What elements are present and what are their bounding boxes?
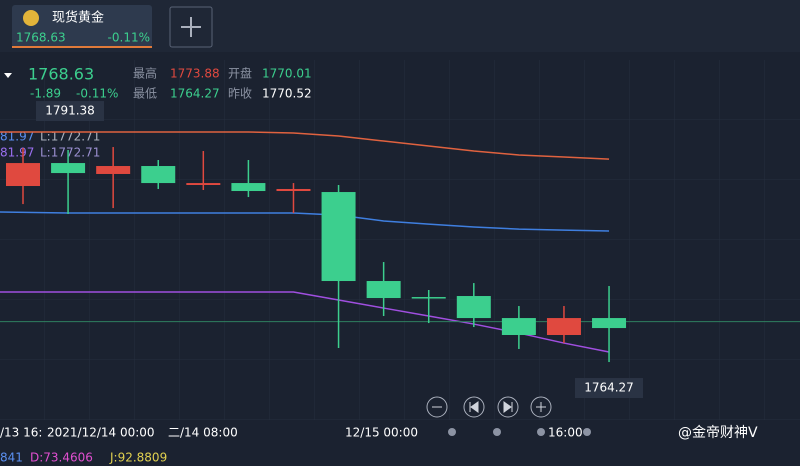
prev-close: 1770.52 (262, 87, 312, 101)
x-tick-label: 二/14 08:00 (168, 426, 238, 440)
candle-body (546, 318, 581, 335)
candle-body (276, 188, 311, 192)
low-marker-box (575, 378, 643, 399)
dot (537, 428, 545, 436)
candle-body (186, 183, 221, 185)
candle-body (321, 192, 356, 282)
dot (583, 428, 591, 436)
boll-value: 81.97 (0, 130, 34, 144)
gold-icon (23, 10, 39, 26)
candle-body (96, 166, 131, 174)
add-tab-button[interactable] (169, 6, 213, 48)
kdj-d: D:73.4606 (30, 451, 93, 465)
boll-value: 81.97 (0, 146, 34, 160)
candle-body (411, 297, 446, 299)
candle-body (141, 166, 176, 184)
band-line (0, 211, 610, 232)
candle-body (231, 183, 266, 192)
x-tick-label: 2021/12/14 00:00 (47, 426, 155, 440)
open-label: 开盘 (228, 66, 252, 81)
candle-body (51, 163, 86, 174)
add-box[interactable] (169, 6, 213, 48)
x-tick-label: 12/15 00:00 (345, 426, 418, 440)
band-line (0, 131, 610, 160)
last-icon (503, 401, 513, 413)
candle-body (592, 318, 627, 329)
zoom-out-button[interactable] (426, 396, 448, 418)
low: 1764.27 (170, 87, 220, 101)
low-marker: 1764.27 (584, 381, 634, 395)
change-pct: -0.11% (76, 87, 118, 101)
boll-l: L:1772.71 (40, 146, 100, 160)
first-button[interactable] (463, 396, 485, 418)
boll-l: L:1772.71 (40, 130, 100, 144)
tab-name: 现货黄金 (52, 10, 104, 26)
zoom-in-button[interactable] (530, 396, 552, 418)
candle-body (6, 163, 40, 187)
high: 1773.88 (170, 67, 220, 81)
change: -1.89 (30, 87, 61, 101)
plot: 1791.38 1764.27 (0, 101, 800, 399)
tab-box[interactable] (12, 5, 152, 48)
high-label: 最高 (133, 66, 157, 81)
x-tick-label: /13 16: (0, 426, 42, 440)
plus-icon (181, 17, 201, 37)
high-marker: 1791.38 (45, 104, 95, 118)
tab-underline (12, 46, 152, 48)
high-marker-box (36, 101, 104, 122)
tab-change: -0.11% (108, 31, 150, 45)
last-price: 1768.63 (28, 65, 94, 84)
plus-icon (536, 402, 546, 412)
zoom-controls (426, 396, 552, 418)
dot (448, 428, 456, 436)
scroll-dots (448, 428, 591, 436)
watermark: @金帝财神V (678, 425, 758, 441)
dot (493, 428, 501, 436)
tab-price: 1768.63 (16, 31, 66, 45)
candle-body (501, 318, 536, 335)
open: 1770.01 (262, 67, 312, 81)
low-label: 最低 (133, 87, 157, 101)
kdj-k: 841 (0, 451, 23, 465)
candle-body (366, 281, 401, 299)
dropdown-arrow[interactable] (4, 73, 12, 78)
first-icon (469, 401, 479, 413)
last-button[interactable] (497, 396, 519, 418)
x-tick-label: 16:00 (548, 426, 583, 440)
candle-body (456, 296, 491, 319)
kdj-j: J:92.8809 (109, 451, 167, 465)
prev-close-label: 昨收 (228, 87, 252, 101)
chart-background (0, 60, 800, 420)
symbol-tab[interactable]: 现货黄金 1768.63 -0.11% (12, 5, 152, 48)
